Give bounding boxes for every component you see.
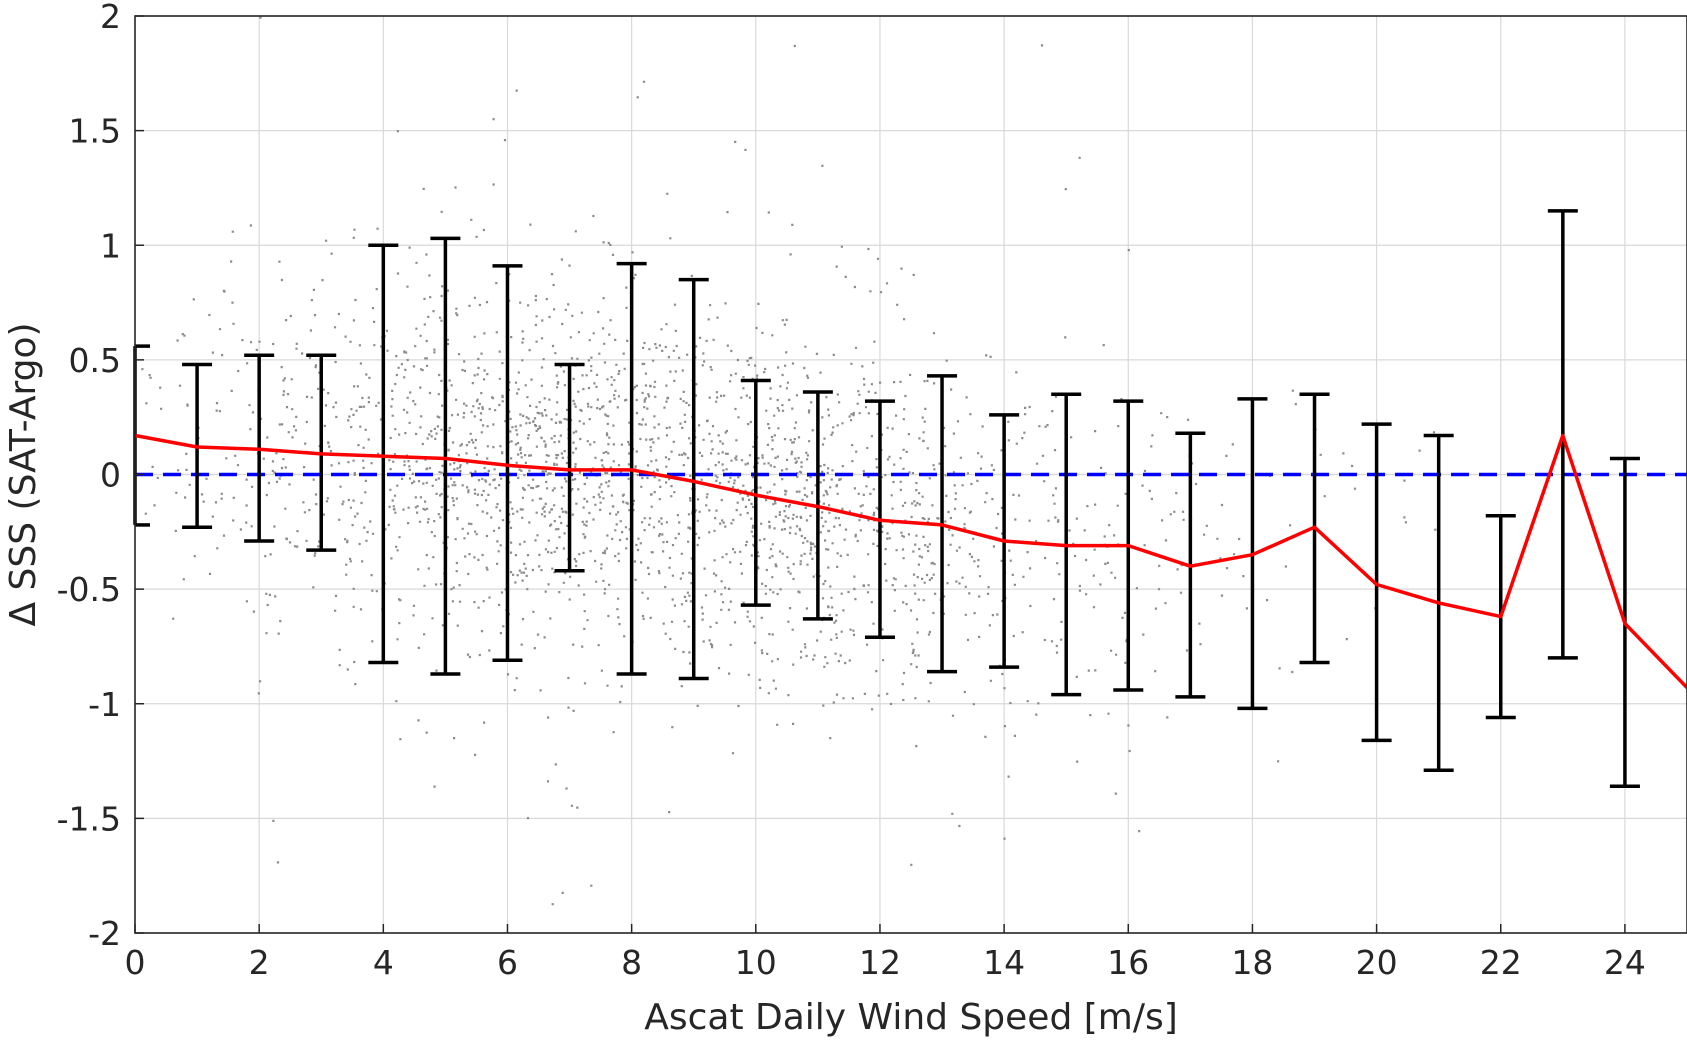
y-tick-label: 0.5 xyxy=(69,341,121,380)
x-tick-label: 4 xyxy=(373,943,394,982)
y-tick-label: 1 xyxy=(100,226,121,265)
x-tick-label: 12 xyxy=(859,943,901,982)
y-tick-labels: 2 1.5 1 0.5 0 -0.5 -1 -1.5 -2 xyxy=(57,0,121,953)
x-tick-label: 2 xyxy=(249,943,270,982)
x-tick-label: 0 xyxy=(125,943,146,982)
x-tick-label: 20 xyxy=(1356,943,1398,982)
axes-layer xyxy=(134,15,1687,934)
x-tick-label: 6 xyxy=(497,943,518,982)
y-tick-label: -1.5 xyxy=(57,799,121,838)
x-tick-label: 22 xyxy=(1480,943,1522,982)
y-tick-label: -1 xyxy=(88,685,121,724)
x-tick-label: 16 xyxy=(1107,943,1149,982)
mean-line xyxy=(134,433,1687,689)
y-tick-label: 0 xyxy=(100,456,121,495)
x-axis-label: Ascat Daily Wind Speed [m/s] xyxy=(644,997,1178,1038)
x-tick-label: 10 xyxy=(735,943,777,982)
mean-line-layer xyxy=(134,433,1687,689)
x-tick-label: 14 xyxy=(983,943,1025,982)
y-axis-label: Δ SSS (SAT-Argo) xyxy=(3,322,44,626)
x-tick-label: 24 xyxy=(1604,943,1646,982)
y-tick-label: -2 xyxy=(88,914,121,953)
y-tick-label: 1.5 xyxy=(69,112,121,151)
y-tick-label: -0.5 xyxy=(57,570,121,609)
x-tick-label: 8 xyxy=(621,943,642,982)
x-tick-label: 18 xyxy=(1231,943,1273,982)
x-tick-labels: 0 2 4 6 8 10 12 14 16 18 20 22 24 xyxy=(125,943,1646,982)
y-tick-label: 2 xyxy=(100,0,121,36)
